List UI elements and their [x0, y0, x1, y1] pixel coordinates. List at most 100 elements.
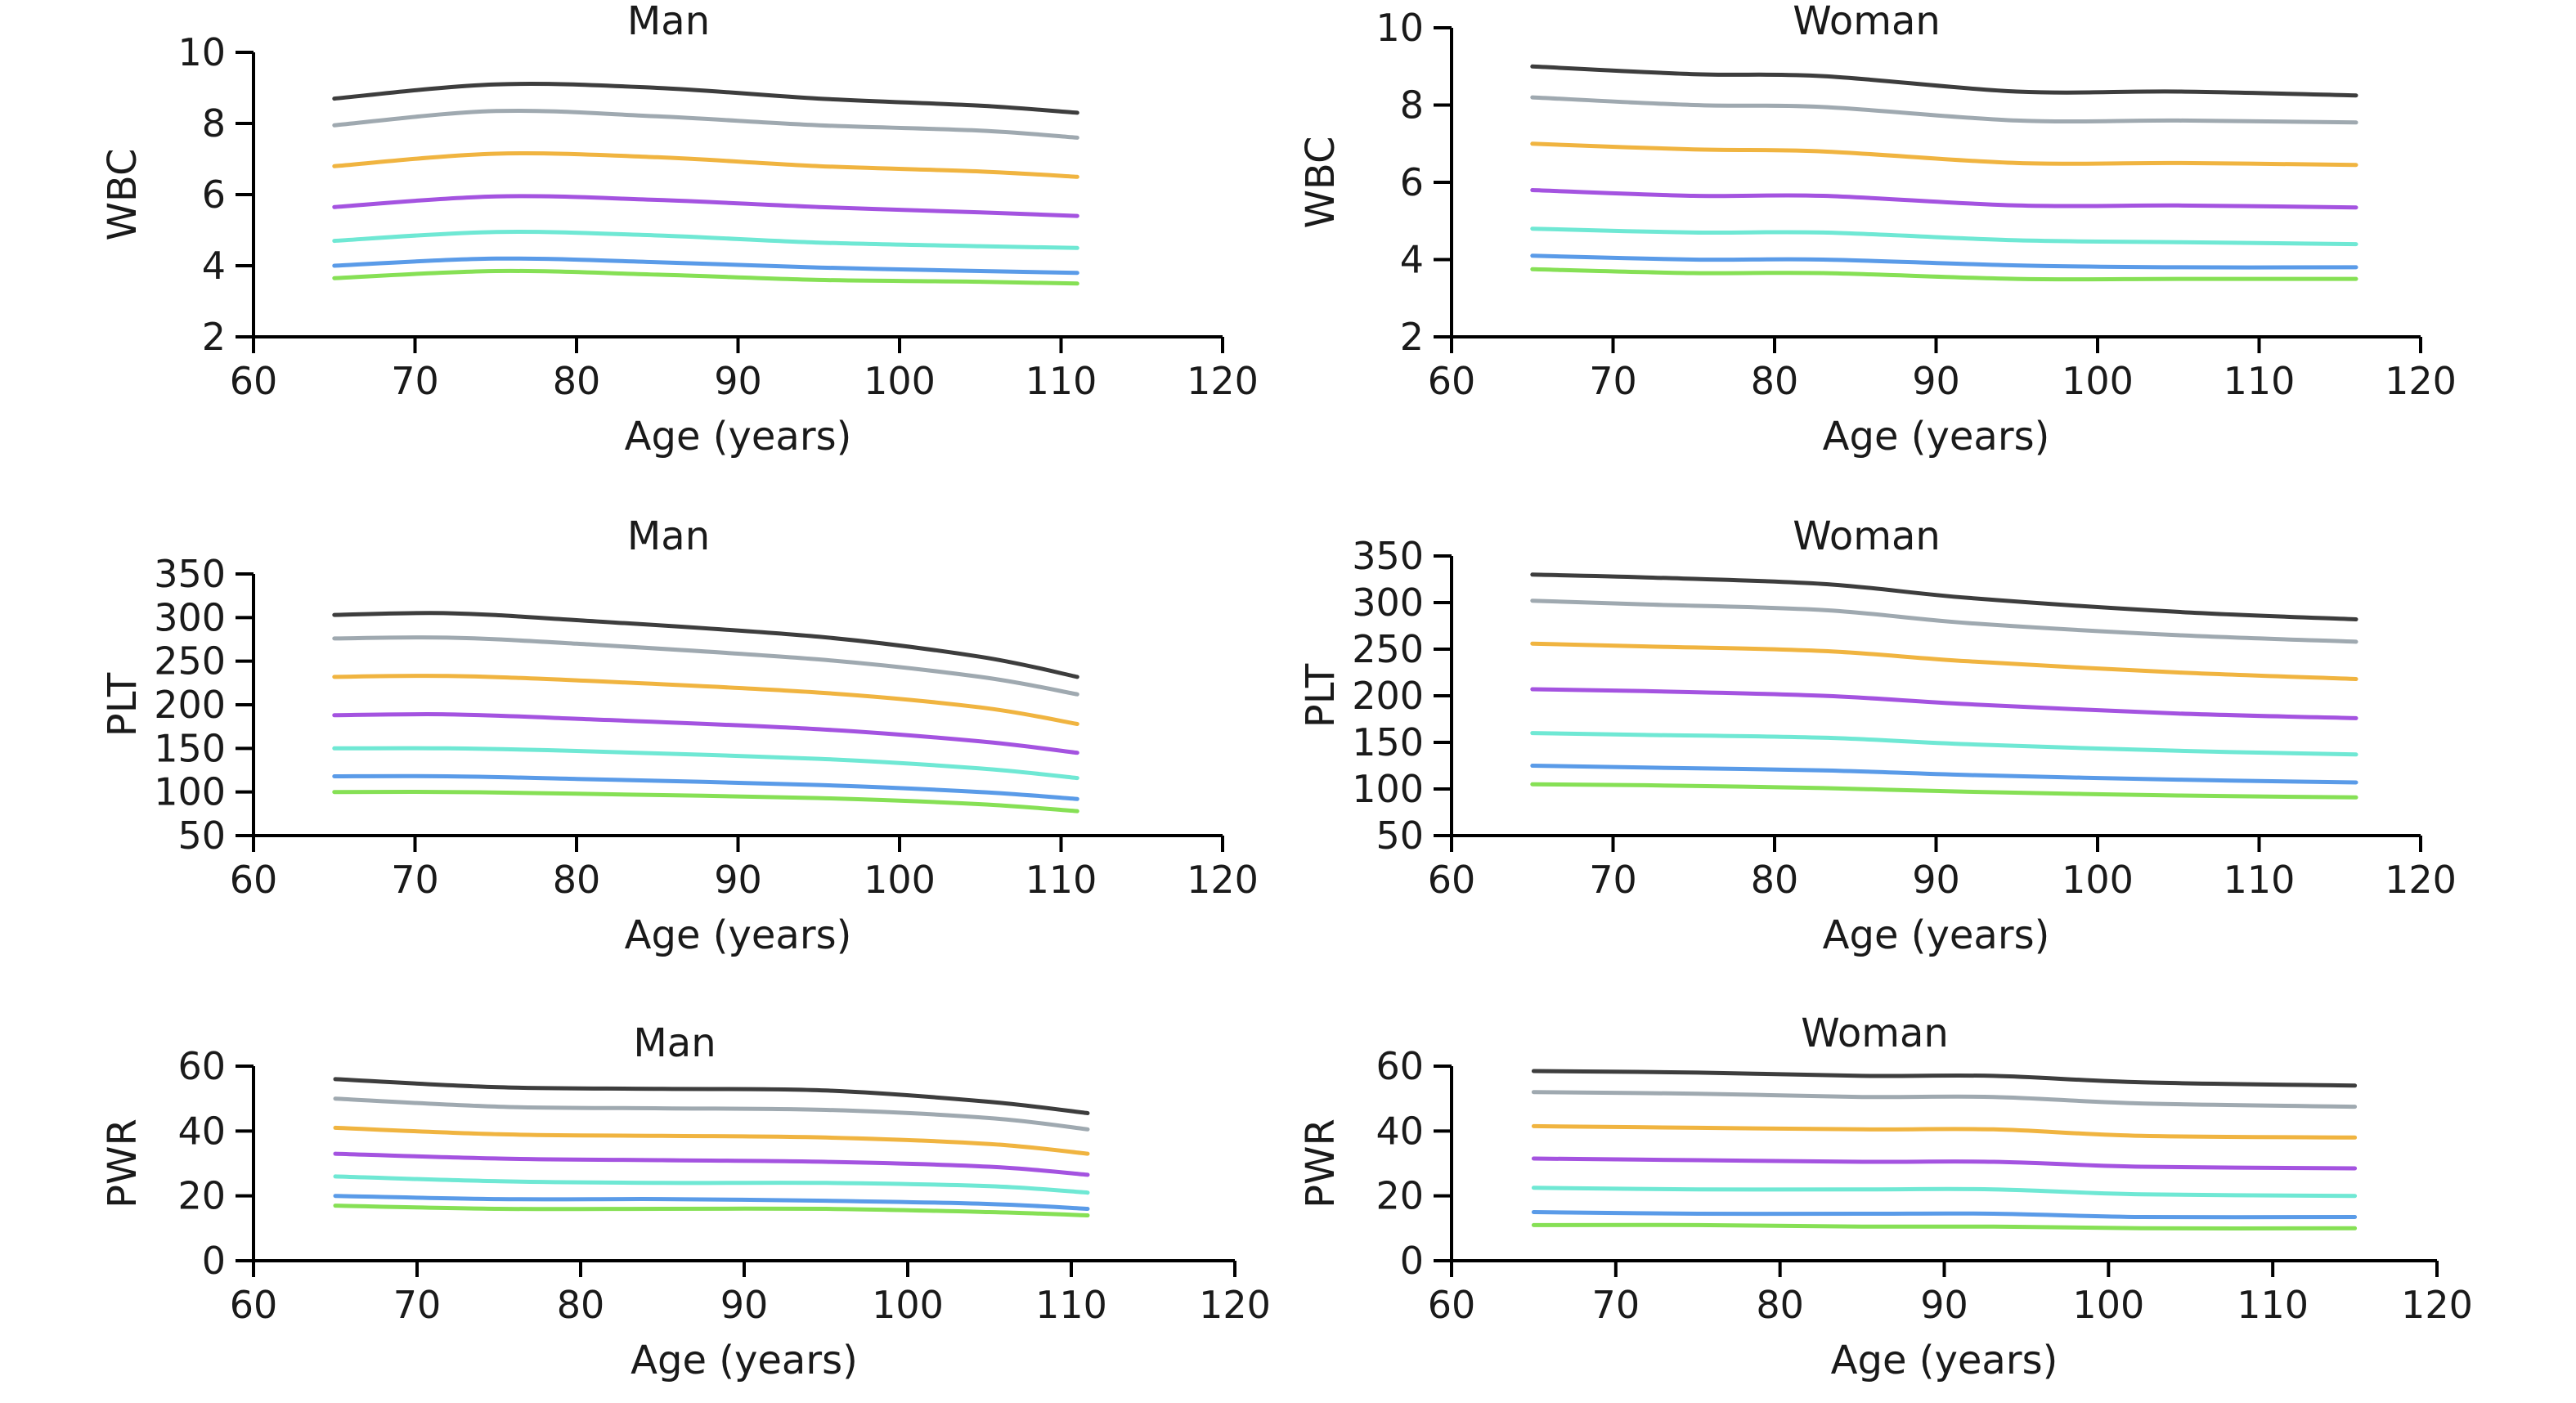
x-tick-label: 90 — [714, 359, 762, 403]
series-line-4 — [1530, 188, 2358, 210]
x-tick-label: 70 — [1589, 858, 1637, 902]
y-tick-label: 6 — [1400, 160, 1424, 204]
series-line-3 — [333, 1125, 1090, 1156]
x-tick-label: 90 — [714, 858, 762, 902]
x-tick-label: 60 — [1428, 1283, 1476, 1327]
x-tick-label: 110 — [1025, 858, 1097, 902]
series-line-6 — [332, 256, 1079, 276]
series-line-1 — [1530, 572, 2358, 621]
series-line-3 — [1530, 641, 2358, 681]
x-axis-title: Age (years) — [1823, 414, 2050, 459]
series-line-3 — [332, 151, 1079, 179]
series-line-7 — [1531, 1222, 2358, 1230]
series-line-3 — [1530, 141, 2358, 168]
series-line-4 — [1531, 1156, 2358, 1171]
y-tick-label: 250 — [154, 639, 226, 684]
series-line-6 — [1530, 253, 2358, 270]
y-tick-label: 8 — [202, 101, 226, 146]
series-line-4 — [1530, 687, 2358, 720]
x-tick-label: 120 — [1187, 359, 1259, 403]
series-line-4 — [332, 194, 1079, 218]
series-line-2 — [1530, 95, 2358, 125]
x-tick-label: 100 — [2062, 858, 2134, 902]
y-tick-label: 10 — [177, 30, 226, 74]
x-tick-label: 70 — [391, 359, 439, 403]
x-tick-label: 100 — [864, 359, 936, 403]
panel-title: Woman — [1801, 1011, 1949, 1056]
series-line-2 — [332, 108, 1079, 140]
y-tick-label: 4 — [1400, 238, 1424, 282]
y-axis-title: WBC — [100, 148, 146, 240]
series-line-5 — [333, 1174, 1090, 1195]
y-axis-title: PLT — [100, 672, 146, 737]
y-tick-label: 8 — [1400, 83, 1424, 128]
x-tick-label: 90 — [1912, 359, 1960, 403]
series-line-3 — [1531, 1123, 2358, 1140]
x-tick-label: 110 — [1025, 359, 1097, 403]
y-tick-label: 10 — [1376, 6, 1424, 50]
series-line-1 — [1531, 1069, 2358, 1088]
y-tick-label: 40 — [1376, 1109, 1424, 1153]
x-tick-label: 60 — [230, 858, 278, 902]
x-tick-label: 90 — [720, 1283, 769, 1327]
series-line-3 — [332, 674, 1079, 726]
series-line-2 — [333, 1096, 1090, 1132]
panel-title: Woman — [1793, 513, 1941, 559]
y-axis-title: PWR — [1298, 1118, 1344, 1208]
y-tick-label: 200 — [1352, 674, 1424, 718]
x-tick-label: 70 — [1592, 1283, 1640, 1327]
y-axis-title: WBC — [1298, 136, 1344, 228]
x-axis-title: Age (years) — [625, 912, 852, 958]
x-tick-label: 100 — [2062, 359, 2134, 403]
y-tick-label: 50 — [177, 814, 226, 858]
series-line-5 — [1531, 1186, 2358, 1199]
x-tick-label: 120 — [1199, 1283, 1271, 1327]
y-tick-label: 20 — [177, 1174, 226, 1218]
series-line-7 — [1530, 267, 2358, 282]
x-tick-label: 60 — [230, 1283, 278, 1327]
x-tick-label: 80 — [1756, 1283, 1804, 1327]
series-line-7 — [332, 268, 1079, 286]
x-tick-label: 110 — [2224, 359, 2296, 403]
x-tick-label: 100 — [872, 1283, 944, 1327]
y-tick-label: 300 — [154, 595, 226, 639]
chart-panel-6: 0 20 40 60 60 70 80 90 100 110 120 Age (years) PWR Wo… — [1298, 1011, 2473, 1383]
y-tick-label: 0 — [202, 1239, 226, 1283]
y-tick-label: 350 — [1352, 534, 1424, 578]
series-line-5 — [1530, 226, 2358, 247]
y-tick-label: 50 — [1376, 814, 1424, 858]
y-tick-label: 60 — [177, 1044, 226, 1088]
x-tick-label: 80 — [553, 359, 601, 403]
x-tick-label: 110 — [1035, 1283, 1107, 1327]
x-tick-label: 60 — [1428, 359, 1476, 403]
series-line-6 — [1530, 764, 2358, 785]
x-axis-title: Age (years) — [631, 1338, 858, 1383]
y-tick-label: 300 — [1352, 580, 1424, 625]
series-line-5 — [332, 229, 1079, 250]
x-tick-label: 80 — [1751, 359, 1799, 403]
x-tick-label: 90 — [1912, 858, 1960, 902]
x-axis-title: Age (years) — [625, 414, 852, 459]
y-tick-label: 150 — [1352, 720, 1424, 764]
x-tick-label: 80 — [553, 858, 601, 902]
series-line-6 — [333, 1194, 1090, 1211]
series-line-2 — [1530, 598, 2358, 644]
y-tick-label: 6 — [202, 173, 226, 217]
x-tick-label: 110 — [2237, 1283, 2309, 1327]
x-tick-label: 90 — [1920, 1283, 1968, 1327]
panel-title: Man — [627, 513, 710, 559]
x-tick-label: 70 — [393, 1283, 442, 1327]
chart-panel-2: 2 4 6 8 10 60 70 80 90 100 110 120 Age (years) WBC Wom… — [1298, 0, 2457, 459]
y-axis-title: PLT — [1298, 663, 1344, 728]
series-line-4 — [332, 712, 1079, 755]
x-tick-label: 100 — [864, 858, 936, 902]
series-line-5 — [1530, 731, 2358, 757]
series-line-1 — [332, 82, 1079, 115]
x-tick-label: 60 — [1428, 858, 1476, 902]
x-tick-label: 70 — [391, 858, 439, 902]
y-tick-label: 2 — [202, 315, 226, 359]
y-tick-label: 150 — [154, 726, 226, 770]
